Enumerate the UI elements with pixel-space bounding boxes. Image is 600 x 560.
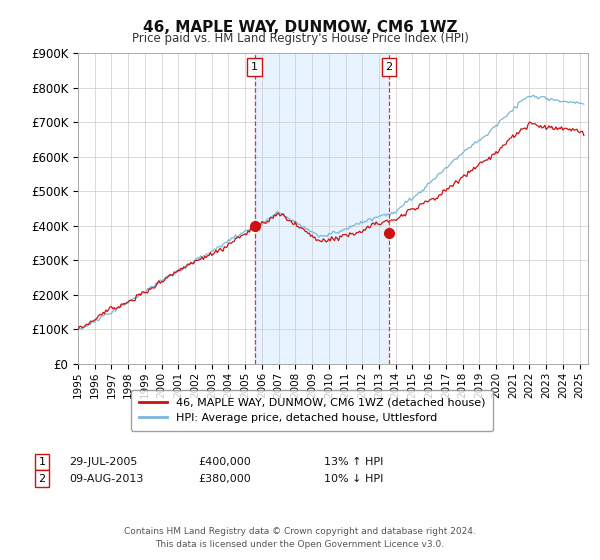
Text: 29-JUL-2005: 29-JUL-2005 — [69, 457, 137, 467]
Text: 1: 1 — [38, 457, 46, 467]
Text: Price paid vs. HM Land Registry's House Price Index (HPI): Price paid vs. HM Land Registry's House … — [131, 32, 469, 45]
Text: 10% ↓ HPI: 10% ↓ HPI — [324, 474, 383, 484]
Text: Contains HM Land Registry data © Crown copyright and database right 2024.
This d: Contains HM Land Registry data © Crown c… — [124, 528, 476, 549]
Bar — [255, 53, 389, 364]
Text: 1: 1 — [251, 62, 258, 72]
Text: £380,000: £380,000 — [198, 474, 251, 484]
Text: 2: 2 — [385, 62, 392, 72]
Legend: 46, MAPLE WAY, DUNMOW, CM6 1WZ (detached house), HPI: Average price, detached ho: 46, MAPLE WAY, DUNMOW, CM6 1WZ (detached… — [131, 390, 493, 431]
Text: 46, MAPLE WAY, DUNMOW, CM6 1WZ: 46, MAPLE WAY, DUNMOW, CM6 1WZ — [143, 20, 457, 35]
Text: £400,000: £400,000 — [198, 457, 251, 467]
Text: 2: 2 — [38, 474, 46, 484]
Text: 13% ↑ HPI: 13% ↑ HPI — [324, 457, 383, 467]
Text: 09-AUG-2013: 09-AUG-2013 — [69, 474, 143, 484]
